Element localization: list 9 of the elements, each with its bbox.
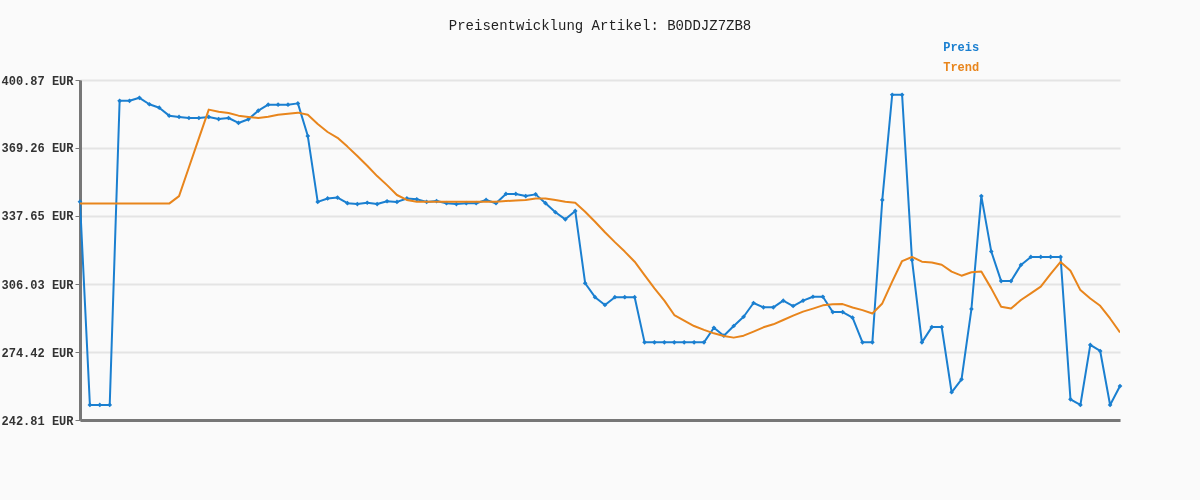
y-tick-label: 400.87 EUR (1, 74, 75, 89)
y-tick-label: 306.03 EUR (1, 278, 75, 293)
chart-title: Preisentwicklung Artikel: B0DDJZ7ZB8 (448, 18, 752, 34)
text: Trend (943, 61, 980, 75)
y-tick-label: 274.42 EUR (1, 346, 75, 361)
y-tick-label: 242.81 EUR (1, 414, 75, 429)
y-tick-label: 337.65 EUR (1, 210, 75, 225)
text: Preis (943, 41, 980, 55)
y-tick-label: 369.26 EUR (1, 142, 75, 157)
